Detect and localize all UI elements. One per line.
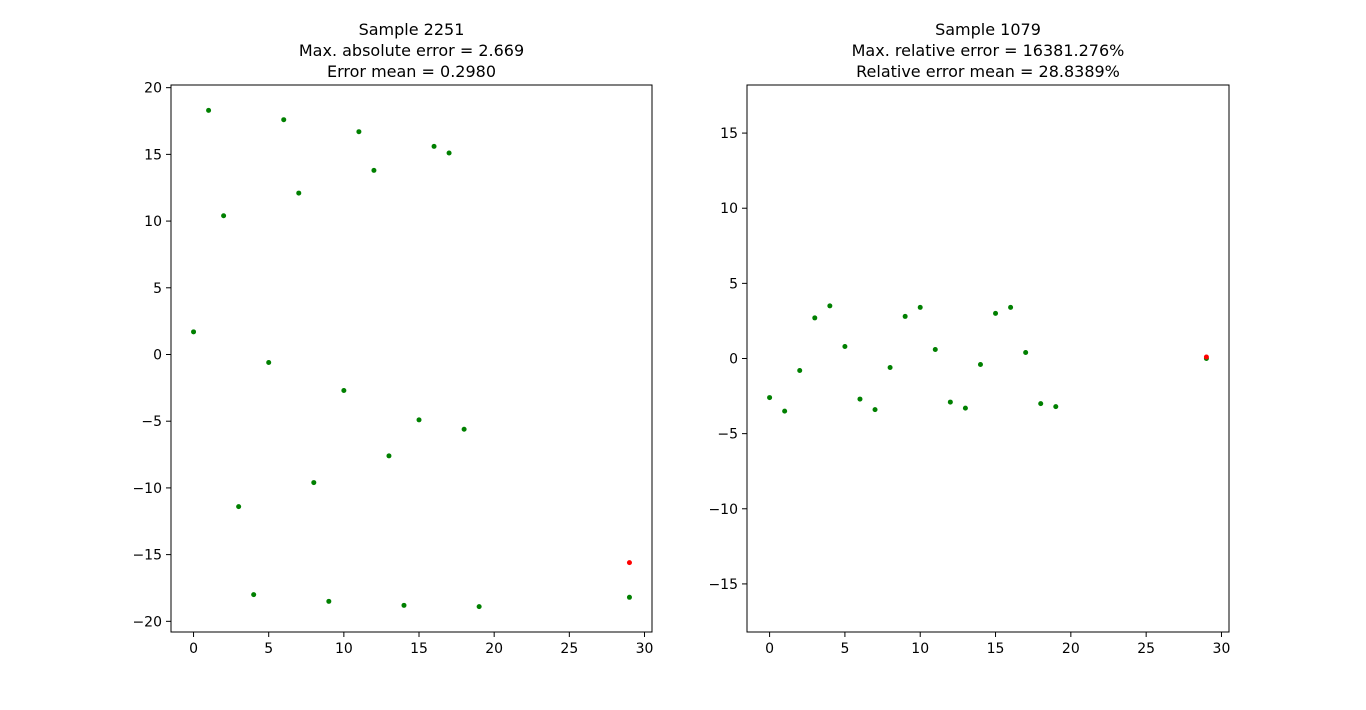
data-point — [1203, 354, 1209, 360]
data-point — [476, 604, 482, 610]
data-point — [626, 594, 632, 600]
x-tick-label: 5 — [264, 641, 273, 657]
plot-frame — [746, 84, 1230, 633]
data-point — [993, 310, 999, 316]
y-tick-label: −15 — [708, 577, 738, 593]
plot-frame — [170, 84, 653, 633]
y-tick-label: 15 — [144, 147, 162, 163]
data-point — [251, 592, 257, 598]
x-tick-label: 0 — [189, 641, 198, 657]
data-point — [782, 408, 788, 414]
data-point — [887, 365, 893, 371]
data-point — [812, 315, 818, 321]
data-point — [1038, 401, 1044, 407]
chart-title-line: Max. absolute error = 2.669 — [299, 41, 524, 60]
data-point — [962, 405, 968, 411]
y-tick-label: 0 — [729, 352, 738, 368]
x-tick-label: 0 — [765, 641, 774, 657]
data-point — [431, 143, 437, 149]
y-tick-label: 5 — [729, 276, 738, 292]
x-tick-label: 5 — [840, 641, 849, 657]
data-point — [191, 329, 197, 335]
y-tick-label: 5 — [153, 281, 162, 297]
data-point — [947, 399, 953, 405]
y-tick-label: 10 — [144, 214, 162, 230]
chart-right: Sample 1079 Max. relative error = 16381.2… — [708, 20, 1230, 657]
data-point — [446, 150, 452, 156]
y-tick-label: −5 — [717, 427, 738, 443]
data-point — [401, 602, 407, 608]
y-tick-label: 20 — [144, 81, 162, 97]
y-tick-label: −10 — [708, 502, 738, 518]
data-point — [221, 213, 227, 219]
data-point — [767, 395, 773, 401]
data-point — [917, 304, 923, 310]
x-tick-label: 10 — [335, 641, 353, 657]
chart-title-line: Max. relative error = 16381.276% — [852, 41, 1125, 60]
data-point — [416, 417, 422, 423]
x-tick-label: 20 — [485, 641, 503, 657]
x-tick-label: 20 — [1062, 641, 1080, 657]
data-point — [266, 360, 272, 366]
y-tick-label: −15 — [132, 548, 162, 564]
data-point — [1053, 404, 1059, 410]
y-tick-label: −5 — [141, 414, 162, 430]
data-point — [977, 362, 983, 368]
x-tick-label: 30 — [1213, 641, 1231, 657]
y-tick-label: 15 — [720, 126, 738, 142]
data-point — [626, 560, 632, 566]
x-tick-label: 30 — [636, 641, 654, 657]
chart-title-line: Sample 1079 — [935, 20, 1041, 39]
data-point — [281, 117, 287, 123]
data-point — [902, 313, 908, 319]
data-point — [296, 190, 302, 196]
data-point — [311, 480, 317, 486]
x-tick-label: 15 — [410, 641, 428, 657]
chart-title-line: Relative error mean = 28.8389% — [856, 62, 1120, 81]
data-point — [872, 407, 878, 413]
data-point — [461, 426, 467, 432]
x-tick-label: 25 — [1137, 641, 1155, 657]
data-point — [386, 453, 392, 459]
data-point — [1008, 304, 1014, 310]
data-point — [236, 504, 242, 510]
y-tick-label: 0 — [153, 347, 162, 363]
x-tick-label: 15 — [987, 641, 1005, 657]
data-point — [932, 346, 938, 352]
y-tick-label: −10 — [132, 481, 162, 497]
y-tick-label: −20 — [132, 614, 162, 630]
data-point — [797, 368, 803, 374]
x-tick-label: 25 — [560, 641, 578, 657]
chart-title-line: Sample 2251 — [359, 20, 465, 39]
chart-title-line: Error mean = 0.2980 — [327, 62, 496, 81]
data-point — [857, 396, 863, 402]
chart-left: Sample 2251 Max. absolute error = 2.669 Er… — [132, 20, 653, 657]
y-tick-label: 10 — [720, 201, 738, 217]
data-point — [1023, 349, 1029, 355]
data-point — [341, 388, 347, 394]
data-point — [326, 598, 332, 604]
data-point — [356, 129, 362, 135]
data-point — [842, 343, 848, 349]
data-point — [206, 107, 212, 113]
data-point — [827, 303, 833, 309]
x-tick-label: 10 — [911, 641, 929, 657]
data-point — [371, 167, 377, 173]
